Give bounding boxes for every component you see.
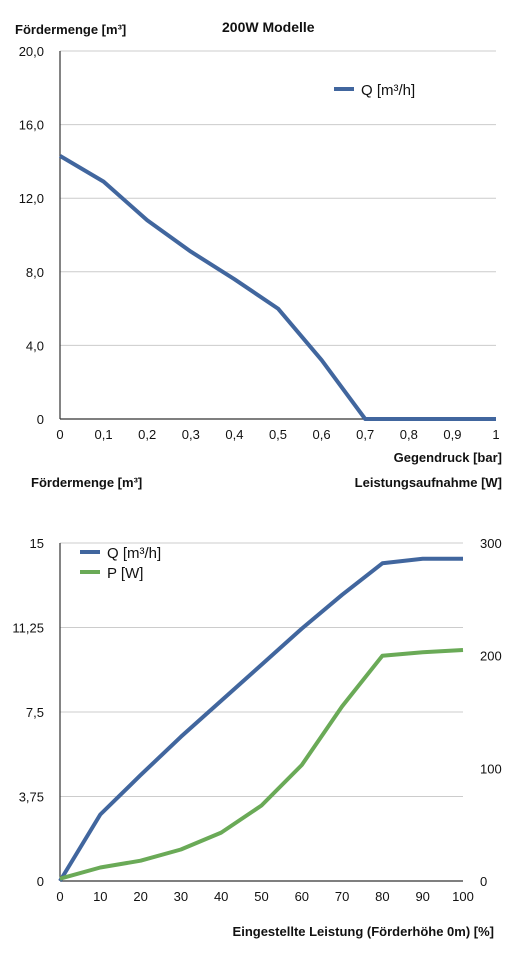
chart2-y2-tick-label: 300 <box>480 536 502 551</box>
chart1-x-tick-label: 1 <box>492 427 499 442</box>
chart1-x-tick-label: 0,4 <box>225 427 243 442</box>
chart1-x-tick-label: 0,8 <box>400 427 418 442</box>
chart2-y-tick-label: 11,25 <box>12 621 44 636</box>
chart1-x-tick-label: 0,7 <box>356 427 374 442</box>
chart1-y-tick-label: 8,0 <box>26 265 44 280</box>
chart2-y-tick-label: 0 <box>37 874 44 889</box>
chart1-x-tick-label: 0,2 <box>138 427 156 442</box>
chart2-x-tick-label: 60 <box>295 889 309 904</box>
chart2-x-tick-label: 0 <box>56 889 63 904</box>
chart2-x-tick-label: 20 <box>133 889 147 904</box>
chart2-x-tick-label: 70 <box>335 889 349 904</box>
chart2-y2-tick-label: 200 <box>480 649 502 664</box>
chart1-x-tick-label: 0,5 <box>269 427 287 442</box>
chart1-series-q-line <box>58 154 496 421</box>
chart1-ylabel: Fördermenge [m³] <box>15 22 127 37</box>
chart1-legend-label-q: Q [m³/h] <box>361 82 415 99</box>
chart1-x-tick-label: 0 <box>56 427 63 442</box>
chart2-y-tick-label: 15 <box>30 536 44 551</box>
chart2-legend-label-p: P [W] <box>107 565 143 582</box>
chart2-series-p-line <box>59 648 464 881</box>
chart2-xlabel: Eingestellte Leistung (Förderhöhe 0m) [%… <box>232 924 494 939</box>
chart1-y-tick-label: 0 <box>37 412 44 427</box>
chart2-y2-tick-label: 0 <box>480 874 487 889</box>
chart1-xlabel: Gegendruck [bar] <box>393 450 502 465</box>
chart2-x-tick-label: 40 <box>214 889 228 904</box>
chart2-y-tick-label: 3,75 <box>19 790 44 805</box>
chart1-y-tick-label: 20,0 <box>19 44 44 59</box>
chart2-y2-tick-label: 100 <box>480 761 502 776</box>
chart2-y-tick-label: 7,5 <box>26 705 44 720</box>
chart2-x-tick-label: 90 <box>415 889 429 904</box>
chart2-legend-label-q: Q [m³/h] <box>107 545 161 562</box>
chart1-title: 200W Modelle <box>222 19 315 35</box>
chart1-y-tick-label: 16,0 <box>19 118 44 133</box>
chart1-y-tick-label: 12,0 <box>19 191 44 206</box>
chart2-x-tick-label: 30 <box>174 889 188 904</box>
chart2-x-tick-label: 50 <box>254 889 268 904</box>
chart2-x-tick-label: 10 <box>93 889 107 904</box>
chart1-x-tick-label: 0,1 <box>95 427 113 442</box>
chart1-x-tick-label: 0,3 <box>182 427 200 442</box>
chart1-x-tick-label: 0,9 <box>443 427 461 442</box>
chart2-ylabel: Fördermenge [m³] <box>31 475 143 490</box>
chart2-y2label: Leistungsaufnahme [W] <box>354 475 502 490</box>
chart1-y-tick-label: 4,0 <box>26 338 44 353</box>
chart2-x-tick-label: 80 <box>375 889 389 904</box>
chart2-x-tick-label: 100 <box>452 889 474 904</box>
chart2-series-q-line <box>58 556 463 883</box>
chart1-x-tick-label: 0,6 <box>313 427 331 442</box>
